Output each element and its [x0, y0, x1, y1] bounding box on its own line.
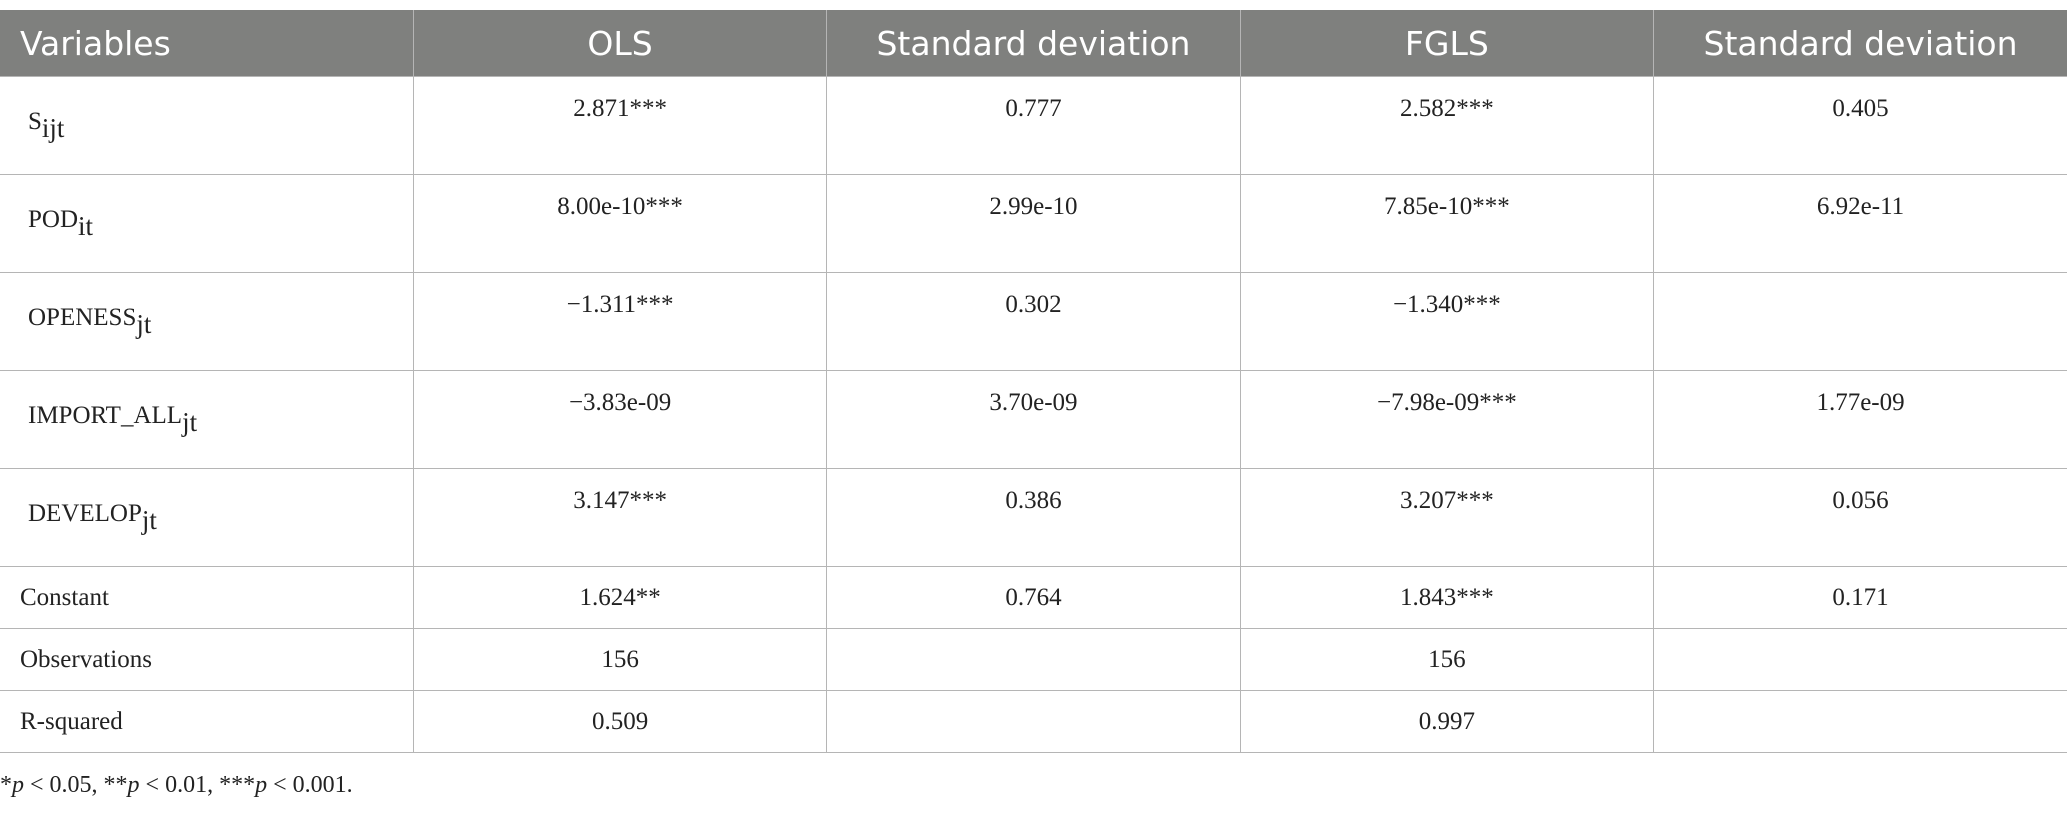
value-cell: −1.311*** [412, 272, 828, 371]
variable-name: POD [28, 205, 79, 233]
value-cell: 0.509 [412, 690, 828, 753]
value-cell: 3.70e-09 [826, 370, 1241, 469]
table-row: IMPORT_ALLjt −3.83e-09 3.70e-09 −7.98e-09**… [0, 370, 2067, 469]
value-cell: 1.624** [412, 566, 828, 629]
value-cell: 7.85e-10*** [1239, 174, 1655, 273]
footnote: *p < 0.05, **p < 0.01, ***p < 0.001. [0, 772, 353, 799]
table-row: Sijt 2.871*** 0.777 2.582*** 0.405 [0, 76, 2067, 175]
empty-cell [826, 690, 1241, 753]
header-cell: FGLS [1239, 10, 1654, 77]
variable-subscript: jt [136, 308, 152, 339]
footnote-part: < 0.001. [267, 772, 353, 798]
footnote-part: < 0.01, *** [139, 772, 256, 798]
value-cell: −3.83e-09 [412, 370, 828, 469]
value-cell: 1.843*** [1239, 566, 1655, 629]
variable-cell: DEVELOPjt [0, 468, 414, 567]
footnote-part: p [127, 772, 140, 798]
variable-subscript: jt [141, 504, 157, 535]
results-table: Variables OLS Standard deviation FGLS Standa… [0, 10, 2067, 753]
table-body: Sijt 2.871*** 0.777 2.582*** 0.405 PODit 8.00e… [0, 76, 2067, 753]
value-cell: −7.98e-09*** [1239, 370, 1655, 469]
table-row: PODit 8.00e-10*** 2.99e-10 7.85e-10*** 6.92e… [0, 174, 2067, 273]
header-cell: OLS [412, 10, 827, 77]
variable-subscript: it [78, 210, 94, 241]
value-cell: 0.302 [826, 272, 1241, 371]
table-row: Observations 156 156 [0, 628, 2067, 691]
header-cell: Standard deviation [1653, 10, 2067, 77]
value-cell: 3.147*** [412, 468, 828, 567]
footnote-part: p [12, 772, 24, 798]
variable-cell: PODit [0, 174, 414, 273]
variable-name: OPENESS [28, 303, 137, 331]
value-cell: 156 [1239, 628, 1655, 691]
value-cell: 1.77e-09 [1653, 370, 2067, 469]
variable-cell: Constant [0, 566, 414, 629]
variable-name: IMPORT_ALL [28, 401, 183, 429]
value-cell: 2.99e-10 [826, 174, 1241, 273]
variable-subscript: jt [182, 406, 198, 437]
value-cell: 2.582*** [1239, 76, 1655, 175]
value-cell: 3.207*** [1239, 468, 1655, 567]
value-cell: 0.997 [1239, 690, 1655, 753]
empty-cell [1653, 690, 2067, 753]
variable-subscript: ijt [41, 112, 65, 143]
footnote-part: * [0, 772, 12, 798]
value-cell: 2.871*** [412, 76, 828, 175]
variable-cell: IMPORT_ALLjt [0, 370, 414, 469]
value-cell: 0.056 [1653, 468, 2067, 567]
variable-name: S [28, 107, 42, 135]
empty-cell [1653, 272, 2067, 371]
empty-cell [826, 628, 1241, 691]
header-cell: Standard deviation [826, 10, 1241, 77]
value-cell: 156 [412, 628, 828, 691]
value-cell: 8.00e-10*** [412, 174, 828, 273]
variable-cell: R-squared [0, 690, 414, 753]
table-row: R-squared 0.509 0.997 [0, 690, 2067, 753]
variable-cell: Observations [0, 628, 414, 691]
table-row: Constant 1.624** 0.764 1.843*** 0.171 [0, 566, 2067, 629]
value-cell: 0.386 [826, 468, 1241, 567]
value-cell: 0.764 [826, 566, 1241, 629]
variable-cell: OPENESSjt [0, 272, 414, 371]
footnote-part: < 0.05, ** [24, 772, 128, 798]
value-cell: −1.340*** [1239, 272, 1655, 371]
footnote-part: p [255, 772, 268, 798]
table-row: OPENESSjt −1.311*** 0.302 −1.340*** [0, 272, 2067, 371]
empty-cell [1653, 628, 2067, 691]
header-row: Variables OLS Standard deviation FGLS Standa… [0, 10, 2067, 77]
table-row: DEVELOPjt 3.147*** 0.386 3.207*** 0.056 [0, 468, 2067, 567]
variable-name: DEVELOP [28, 499, 142, 527]
value-cell: 0.777 [826, 76, 1241, 175]
variable-cell: Sijt [0, 76, 414, 175]
value-cell: 0.171 [1653, 566, 2067, 629]
value-cell: 6.92e-11 [1653, 174, 2067, 273]
header-cell: Variables [0, 10, 414, 77]
value-cell: 0.405 [1653, 76, 2067, 175]
